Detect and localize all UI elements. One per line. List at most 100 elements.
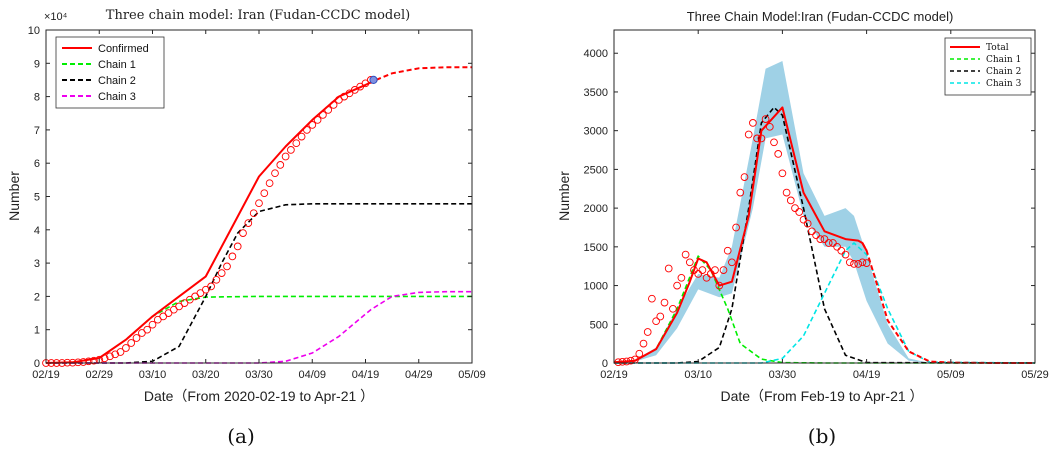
chart-b-y-tick-label: 1500 [584, 242, 608, 254]
chart-b-observed-point [719, 266, 728, 274]
chart-b-observed-point [673, 281, 681, 290]
chart-a-observed-point [196, 289, 205, 297]
chart-a-y-tick-label: 4 [34, 225, 40, 237]
chart-b-observed-point [812, 231, 820, 240]
chart-b-xlabel: Date（From Feb-19 to Apr-21 ） [720, 388, 923, 404]
chart-a-observed-point [255, 199, 263, 208]
chart-a-y-tick-label: 10 [28, 25, 40, 37]
chart-a-observed-point [148, 320, 157, 329]
chart-b-observed-point [635, 349, 644, 358]
chart-b-title: Three Chain Model:Iran (Fudan-CCDC model… [687, 9, 954, 24]
chart-a-x-tick-label: 04/19 [352, 369, 380, 381]
chart-a-observed-point [100, 354, 109, 363]
chart-a-observed-point [228, 252, 237, 261]
chart-a-last-data-point [369, 75, 378, 85]
chart-b-observed-point [799, 215, 808, 224]
chart-b-observed-point [786, 196, 795, 205]
chart-b-observed-point [808, 227, 816, 236]
chart-b-x-tick-label: 03/30 [769, 369, 797, 381]
chart-a-observed-point [324, 106, 333, 114]
chart-b-observed-point [614, 358, 623, 367]
chart-b-y-tick-label: 4000 [584, 48, 608, 60]
chart-a-y-tick-label: 2 [34, 291, 40, 303]
chart-a-observed-point [287, 146, 295, 154]
chart-b-x-tick-label: 02/19 [600, 369, 628, 381]
chart-b-series-chain-3 [614, 242, 1036, 364]
chart-b-observed-point [770, 138, 778, 147]
chart-b-observed-point [829, 239, 837, 247]
chart-b-legend: Total Chain 1 Chain 2 Chain 3 [944, 37, 1032, 96]
chart-b-observed-point [639, 339, 648, 348]
chart-a-xlabel: Date（From 2020-02-19 to Apr-21 ） [144, 388, 374, 404]
chart-a-observed-point [175, 302, 183, 311]
chart-b-y-tick-label: 1000 [584, 281, 608, 293]
chart-a-x-tick-label: 03/10 [139, 369, 167, 381]
chart-b-series-total [613, 106, 868, 364]
chart-a-observed-point [79, 358, 88, 366]
chart-a-observed-point [207, 282, 215, 291]
chart-a-observed-point [127, 339, 136, 347]
chart-a-x-tick-label: 02/19 [32, 369, 60, 381]
chart-a-observed-point [260, 189, 269, 198]
chart-b-observed-point [820, 235, 829, 243]
chart-a-y-tick-label: 6 [34, 158, 40, 170]
legend-label-chain-3: Chain 3 [98, 91, 136, 103]
chart-a-observed-point [239, 229, 247, 237]
chart-b-y-tick-label: 3000 [584, 126, 608, 138]
chart-b-x-tick-label: 04/19 [853, 369, 881, 381]
chart-b-observed-point [862, 259, 871, 267]
chart-b-observed-point [858, 258, 867, 267]
chart-b-y-tick-label: 2000 [584, 203, 608, 215]
chart-a-observed-point [233, 242, 242, 251]
chart-b-axes: 02/19 03/10 03/30 04/19 05/09 05/29 0 500 1000 15… [584, 30, 1049, 381]
legend-label-chain-1: Chain 1 [98, 59, 136, 71]
chart-a-observed-point [116, 348, 125, 356]
chart-b-observed-point [824, 239, 833, 247]
legend-label-total: Total [986, 43, 1009, 53]
chart-a-marks [42, 66, 472, 367]
chart-b-observed-point [833, 242, 841, 251]
chart-a-observed-point [132, 334, 141, 342]
chart-b-observed-point [660, 298, 669, 307]
chart-a-observed-point [153, 315, 162, 324]
chart-a-observed-point [249, 209, 258, 218]
chart-a-y-tick-label: 7 [34, 125, 40, 137]
chart-b-observed-point [841, 250, 850, 259]
chart-b-observed-point [715, 281, 724, 290]
chart-b-observed-point [690, 266, 698, 274]
chart-b-observed-point [698, 266, 707, 274]
chart-a-observed-point [313, 116, 322, 124]
chart-b-observed-point [656, 312, 665, 321]
chart-b-x-tick-label: 03/10 [684, 369, 712, 381]
chart-a-observed-point [265, 179, 274, 188]
chart-a-y-multiplier: ×10⁴ [44, 11, 68, 23]
chart-a-x-tick-label: 03/30 [245, 369, 273, 381]
chart-a-observed-point [292, 139, 301, 148]
chart-b-observed-point [795, 208, 804, 216]
chart-a-observed-point [223, 262, 231, 271]
chart-a-observed-point [345, 89, 354, 98]
chart-b-observed-point [744, 130, 753, 139]
chart-b-y-tick-label: 0 [602, 358, 608, 370]
chart-b-confidence-band [614, 61, 1035, 363]
panel-b: Three Chain Model:Iran (Fudan-CCDC model… [556, 9, 1049, 448]
chart-a-observed-point [212, 275, 221, 284]
chart-a-observed-point [180, 299, 189, 307]
chart-b-observed-point [648, 294, 656, 303]
chart-a-y-tick-label: 5 [34, 192, 40, 204]
chart-b-x-tick-label: 05/29 [1021, 369, 1049, 381]
chart-b-marks [613, 61, 1036, 367]
chart-b-observed-point [694, 270, 703, 278]
chart-a-observed-point [90, 356, 98, 365]
chart-a-observed-point [244, 219, 253, 227]
chart-b-y-tick-label: 500 [590, 319, 608, 331]
chart-a-ylabel: Number [6, 171, 22, 221]
chart-b-observed-point [626, 356, 635, 365]
chart-a-observed-point [319, 111, 327, 119]
chart-b-observed-point [757, 134, 766, 143]
chart-b-y-tick-label: 2500 [584, 164, 608, 176]
legend-label-chain-3-b: Chain 3 [986, 79, 1022, 89]
chart-b-observed-point [845, 258, 854, 267]
chart-a-legend: Confirmed Chain 1 Chain 2 Chain 3 [55, 36, 165, 109]
chart-a-x-tick-label: 05/09 [458, 369, 486, 381]
